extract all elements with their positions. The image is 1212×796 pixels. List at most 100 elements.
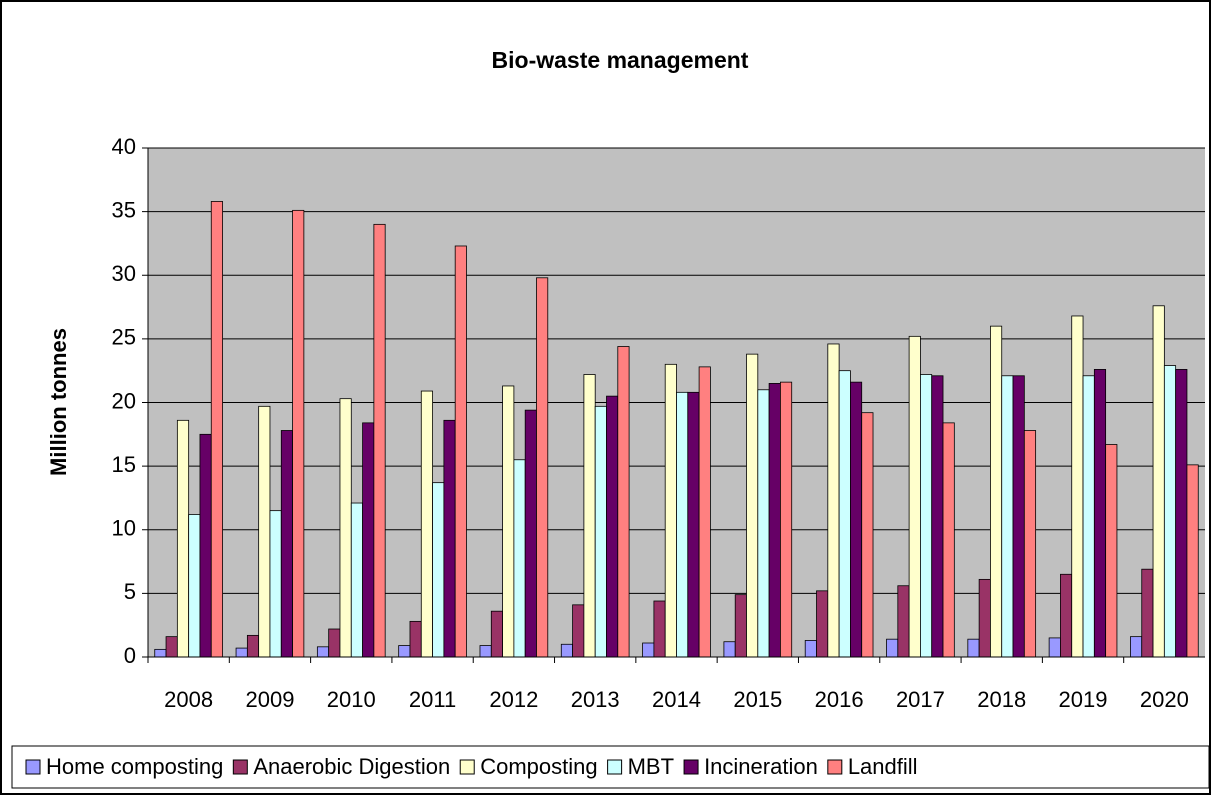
x-tick-label: 2009 (245, 687, 294, 712)
bar (454, 245, 467, 658)
x-tick-label: 2014 (652, 687, 701, 712)
y-tick-label: 30 (112, 261, 136, 286)
bar (931, 375, 944, 658)
x-tick-label: 2019 (1059, 687, 1108, 712)
bar (780, 381, 793, 658)
bar (723, 641, 736, 658)
bar (1048, 637, 1061, 658)
bar (479, 645, 492, 658)
legend-swatch (607, 759, 623, 775)
bar (572, 604, 585, 658)
y-tick-label: 20 (112, 388, 136, 413)
x-tick-label: 2008 (164, 687, 213, 712)
bar (1082, 375, 1095, 658)
bar (409, 620, 422, 658)
legend-label: Incineration (704, 754, 818, 779)
bar (513, 459, 526, 658)
legend-swatch (25, 759, 41, 775)
y-tick-label: 35 (112, 197, 136, 222)
y-tick-label: 15 (112, 452, 136, 477)
bar (176, 419, 190, 658)
bar (490, 610, 503, 658)
bar (420, 390, 433, 658)
bar (990, 325, 1003, 658)
bar (1105, 444, 1118, 658)
x-tick-label: 2018 (977, 687, 1026, 712)
bar (617, 346, 630, 658)
bar (920, 374, 933, 658)
bar (536, 277, 549, 658)
legend-swatch (459, 759, 475, 775)
bar (188, 514, 201, 658)
bar (886, 638, 899, 658)
y-tick-label: 25 (112, 325, 136, 350)
legend-label: Landfill (848, 754, 918, 779)
bar (292, 209, 305, 658)
bar (1023, 430, 1037, 658)
bar (258, 405, 271, 658)
bar (1001, 375, 1014, 658)
bar (676, 391, 689, 658)
bar (583, 374, 596, 658)
bar (1071, 315, 1084, 658)
bar (653, 600, 666, 658)
legend-swatch (232, 759, 248, 775)
legend-label: Anaerobic Digestion (253, 754, 450, 779)
legend-swatch (683, 759, 699, 775)
x-tick-label: 2010 (327, 687, 376, 712)
bar (838, 370, 851, 658)
bar (827, 343, 840, 658)
y-tick-label: 0 (124, 643, 136, 668)
bar (908, 335, 921, 658)
bar (560, 643, 573, 658)
x-tick-label: 2020 (1140, 687, 1189, 712)
bar (746, 353, 759, 658)
x-tick-label: 2017 (896, 687, 945, 712)
bar (1186, 464, 1199, 658)
bar (432, 482, 445, 658)
bar (1130, 636, 1143, 658)
bar (316, 646, 330, 658)
y-axis-label: Million tonnes (46, 328, 71, 476)
legend-label: Home composting (46, 754, 223, 779)
bar (816, 590, 829, 658)
bar (687, 391, 700, 658)
bar (664, 363, 677, 658)
bar (768, 383, 781, 658)
x-tick-label: 2015 (733, 687, 782, 712)
bar (734, 594, 747, 658)
bar (804, 640, 817, 658)
bar (246, 634, 260, 658)
legend-label: Composting (480, 754, 597, 779)
bar (524, 409, 537, 658)
bar (1141, 568, 1154, 658)
x-tick-label: 2013 (571, 687, 620, 712)
bar (199, 433, 212, 658)
bar (373, 223, 386, 658)
bar (328, 628, 341, 658)
bar (850, 381, 863, 658)
bar (443, 419, 456, 658)
bar (165, 636, 178, 658)
x-tick-label: 2011 (409, 687, 456, 712)
y-tick-label: 5 (124, 579, 136, 604)
y-tick-label: 10 (112, 516, 136, 541)
y-tick-label: 40 (112, 134, 136, 159)
bar (1163, 365, 1177, 658)
bar (210, 201, 223, 658)
bar (398, 645, 411, 658)
legend-label: MBT (628, 754, 674, 779)
bar (350, 502, 363, 658)
bar (757, 389, 770, 658)
bar (280, 430, 293, 658)
bar (594, 405, 607, 658)
chart-title: Bio-waste management (492, 47, 749, 73)
bar (642, 642, 655, 658)
x-tick-label: 2012 (489, 687, 538, 712)
bar (1060, 573, 1073, 658)
bar (942, 422, 955, 658)
bar (154, 648, 167, 658)
bar (1175, 369, 1188, 658)
bar (502, 385, 515, 658)
